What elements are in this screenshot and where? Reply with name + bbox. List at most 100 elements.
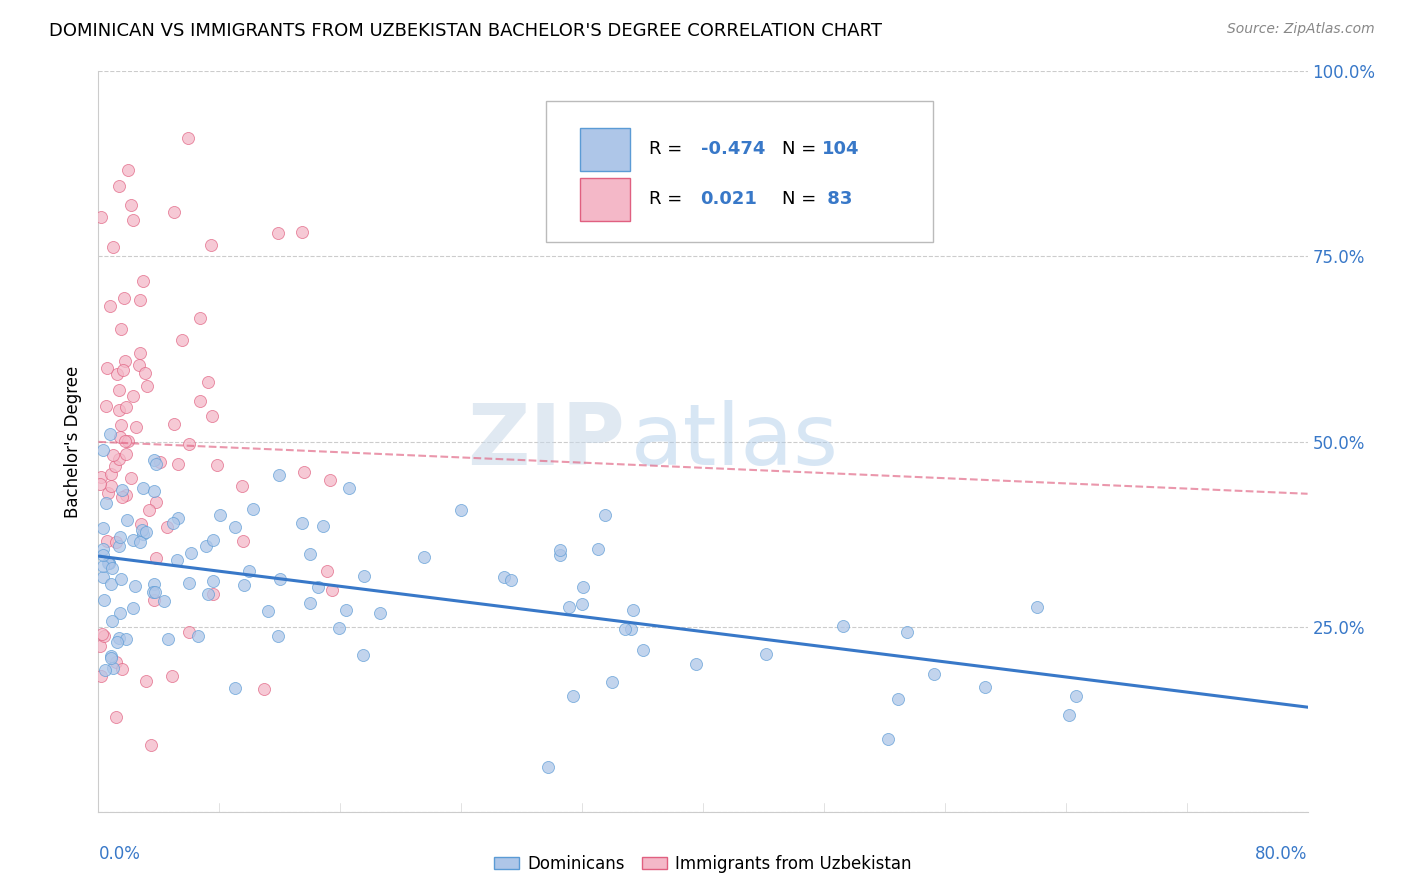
Point (101, 239, 124, 253)
Point (153, 593, 176, 607)
Point (91, 520, 114, 534)
Point (291, 226, 314, 240)
Point (108, 402, 131, 417)
Point (93, 663, 115, 677)
Point (145, 551, 167, 566)
Point (292, 465, 315, 479)
Point (139, 738, 162, 752)
Point (91, 541, 114, 556)
Point (922, 667, 945, 681)
Point (143, 585, 166, 599)
Point (104, 535, 127, 549)
Point (188, 311, 211, 326)
Point (588, 541, 610, 556)
Point (887, 692, 910, 706)
Point (105, 367, 128, 381)
Point (163, 417, 186, 431)
Point (117, 434, 139, 448)
Point (100, 561, 122, 575)
Point (96, 533, 118, 548)
Point (316, 564, 339, 578)
Point (242, 502, 264, 516)
Point (110, 322, 132, 336)
Point (114, 354, 136, 368)
Point (160, 669, 183, 683)
Point (163, 204, 186, 219)
Point (602, 674, 624, 689)
FancyBboxPatch shape (579, 128, 630, 171)
Point (90, 210, 112, 224)
Point (101, 661, 124, 675)
Point (97, 486, 120, 500)
Text: 80.0%: 80.0% (1256, 845, 1308, 863)
Point (120, 471, 142, 485)
Point (195, 539, 218, 553)
Point (205, 458, 228, 472)
Point (224, 681, 246, 696)
Point (202, 533, 225, 547)
Text: DOMINICAN VS IMMIGRANTS FROM UZBEKISTAN BACHELOR'S DEGREE CORRELATION CHART: DOMINICAN VS IMMIGRANTS FROM UZBEKISTAN … (49, 22, 882, 40)
Point (142, 593, 165, 607)
Point (117, 163, 139, 178)
Text: 104: 104 (821, 140, 859, 158)
Point (619, 622, 641, 636)
Point (122, 213, 145, 227)
Point (167, 457, 190, 471)
Point (177, 131, 200, 145)
Point (269, 468, 291, 483)
Point (142, 483, 165, 498)
Point (114, 434, 136, 449)
Point (91, 626, 114, 640)
Point (896, 625, 918, 640)
Point (110, 430, 132, 444)
Point (101, 448, 124, 462)
Point (89, 639, 111, 653)
Point (91, 443, 114, 458)
Point (104, 710, 127, 724)
Point (307, 580, 329, 594)
Point (1026, 600, 1049, 615)
Point (157, 632, 180, 646)
Text: 83: 83 (821, 190, 853, 208)
Point (128, 346, 150, 360)
Point (311, 518, 333, 533)
Point (571, 597, 593, 611)
Point (90, 470, 112, 484)
Point (132, 274, 155, 288)
Point (121, 601, 143, 615)
Point (558, 600, 581, 615)
Point (238, 564, 260, 578)
Point (115, 632, 138, 647)
Point (104, 458, 127, 473)
Point (179, 624, 201, 639)
Point (188, 393, 211, 408)
Point (100, 467, 122, 481)
Point (96, 360, 118, 375)
Point (328, 621, 350, 635)
Point (200, 238, 222, 252)
Point (100, 649, 122, 664)
Point (548, 542, 571, 557)
Point (93, 593, 115, 607)
Point (124, 579, 146, 593)
Point (91, 570, 114, 584)
Point (122, 533, 145, 547)
Point (135, 673, 157, 688)
Point (111, 362, 134, 376)
Point (97, 557, 120, 571)
Text: atlas: atlas (630, 400, 838, 483)
Point (269, 572, 291, 586)
Point (108, 631, 131, 645)
Point (97, 557, 120, 571)
Point (1064, 690, 1087, 704)
Point (562, 689, 585, 703)
Point (142, 584, 165, 599)
Point (299, 596, 322, 610)
Point (318, 473, 340, 487)
Point (685, 657, 707, 671)
Text: R =: R = (648, 140, 688, 158)
Point (166, 553, 188, 567)
Point (145, 457, 167, 471)
Point (167, 510, 190, 524)
Point (132, 481, 155, 495)
